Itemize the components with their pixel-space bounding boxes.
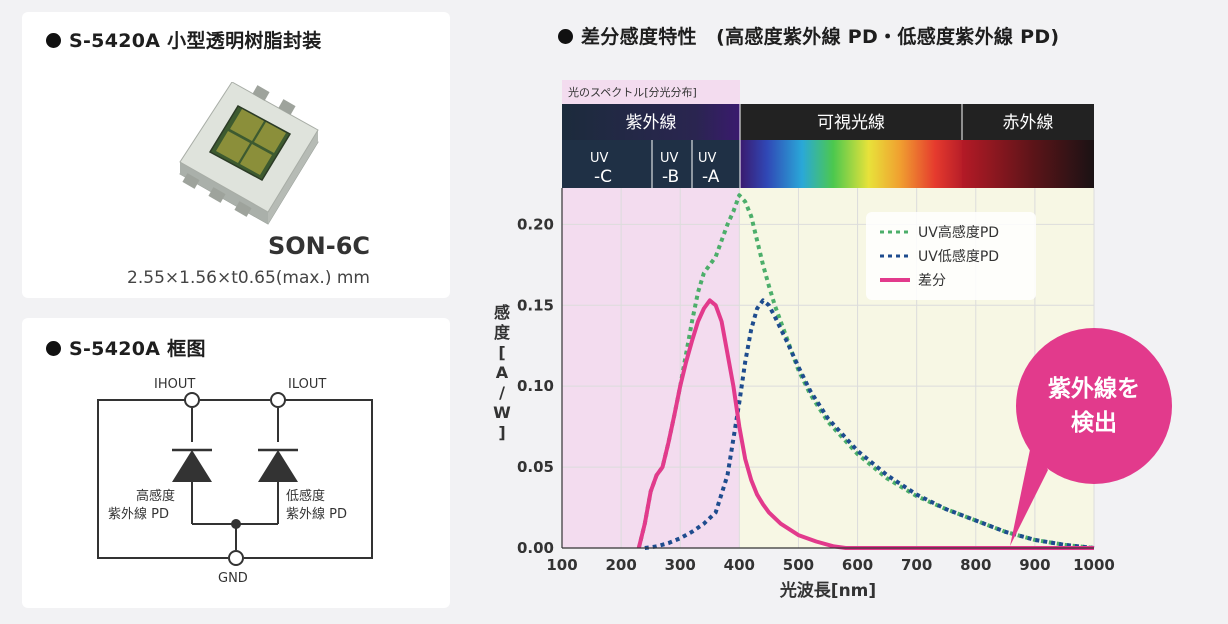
y-label-char: 度 [494,323,511,342]
uvb-label-bottom: -B [662,167,679,187]
block-diagram-card: S-5420A 框图 [22,318,450,608]
uv-detect-callout: 紫外線を 検出 [1010,328,1172,546]
x-tick-label: 400 [724,556,755,574]
package-dimensions: 2.55×1.56×t0.65(max.) mm [127,268,370,288]
diode-low-label-2: 紫外線 PD [286,506,347,522]
y-tick-label: 0.15 [517,296,554,314]
series-low-pd-line [644,298,1095,550]
y-label-char: ] [498,423,505,442]
bullet-icon [46,341,61,356]
y-label-char: W [493,403,511,422]
y-tick-label: 0.00 [517,539,554,557]
junction-dot [231,519,241,529]
callout-line-2: 検出 [1071,410,1117,436]
chart-card: 差分感度特性 (高感度紫外線 PD・低感度紫外線 PD) [462,0,1228,624]
uvc-label-top: UV [590,151,609,166]
x-axis-label: 光波長[nm] [779,580,876,601]
y-tick-label: 0.20 [517,215,554,233]
callout-line-1: 紫外線を [1048,375,1140,402]
block-heading: S-5420A 框图 [46,334,206,361]
x-tick-label: 300 [665,556,696,574]
x-tick-label: 200 [605,556,636,574]
block-diagram: IHOUT ILOUT GND 高感度 紫外線 PD 低感度 紫外線 PD [97,377,373,586]
y-tick-label: 0.05 [517,458,554,476]
bullet-icon [46,33,61,48]
ir-spectrum [962,140,1094,188]
x-tick-label: 100 [546,556,577,574]
spectrum-caption: 光のスペクトル[分光分布] [568,85,697,99]
pin-gnd-terminal [228,550,244,566]
y-label-char: [ [498,343,505,362]
diode-high-label-2: 紫外線 PD [108,506,169,522]
x-tick-label: 1000 [1073,556,1115,574]
uva-label-top: UV [698,151,717,166]
diode-low-label-1: 低感度 [286,488,325,504]
uvb-label-top: UV [660,151,679,166]
pin-ihout-terminal [184,392,200,408]
x-tick-label: 700 [901,556,932,574]
bullet-icon [558,29,573,44]
y-label-char: 感 [494,303,510,322]
x-tick-label: 900 [1019,556,1050,574]
spectrum-caption-box [562,80,740,104]
package-card: S-5420A 小型透明树脂封装 SON-6C 2.55×1.56×t0.65(… [22,12,450,298]
diode-high-label-1: 高感度 [136,488,175,504]
uvc-label-bottom: -C [594,167,612,187]
circuit-frame [97,399,228,559]
diode-low-symbol [258,448,298,482]
package-name: SON-6C [267,232,370,260]
uva-label-bottom: -A [702,167,720,187]
package-image [179,82,319,225]
pin-ihout-label: IHOUT [154,377,195,392]
legend-low-label: UV低感度PD [918,248,999,265]
series-diff-line [636,298,1094,550]
legend-high-label: UV高感度PD [918,224,999,241]
visible-band [740,104,962,140]
block-heading-text: S-5420A 框图 [69,338,206,360]
pin-gnd-label: GND [218,571,248,586]
chart-series [636,193,1095,550]
pin-ilout-label: ILOUT [288,377,326,392]
uv-subband [562,140,740,188]
package-heading-text: S-5420A 小型透明树脂封装 [69,30,322,52]
chart-heading-text: 差分感度特性 (高感度紫外線 PD・低感度紫外線 PD) [581,26,1060,48]
x-tick-label: 800 [960,556,991,574]
chart-heading: 差分感度特性 (高感度紫外線 PD・低感度紫外線 PD) [558,22,1059,49]
chart-legend: UV高感度PD UV低感度PD 差分 [866,212,1036,300]
ir-band [962,104,1094,140]
package-heading: S-5420A 小型透明树脂封装 [46,26,322,53]
chart-ticks: 100 200 300 400 500 600 700 800 900 1000 0.00 0.05 0… [517,215,1115,574]
band-ir-label: 赤外線 [1003,113,1054,133]
y-label-char: A [496,363,509,382]
x-tick-label: 600 [842,556,873,574]
band-uv-label: 紫外線 [626,113,677,133]
band-visible-label: 可視光線 [817,113,885,133]
y-label-char: / [499,383,505,402]
pin-ilout-terminal [270,392,286,408]
x-tick-label: 500 [783,556,814,574]
legend-diff-label: 差分 [918,273,946,289]
y-tick-label: 0.10 [517,377,554,395]
visible-spectrum [740,140,962,188]
y-axis-label: 感度[A/W] [493,303,511,442]
diode-high-symbol [172,448,212,482]
uv-band [562,104,740,140]
sensitivity-chart: 光のスペクトル[分光分布] 紫外線 可視光線 赤外線 UV -C UV -B U… [493,80,1172,601]
